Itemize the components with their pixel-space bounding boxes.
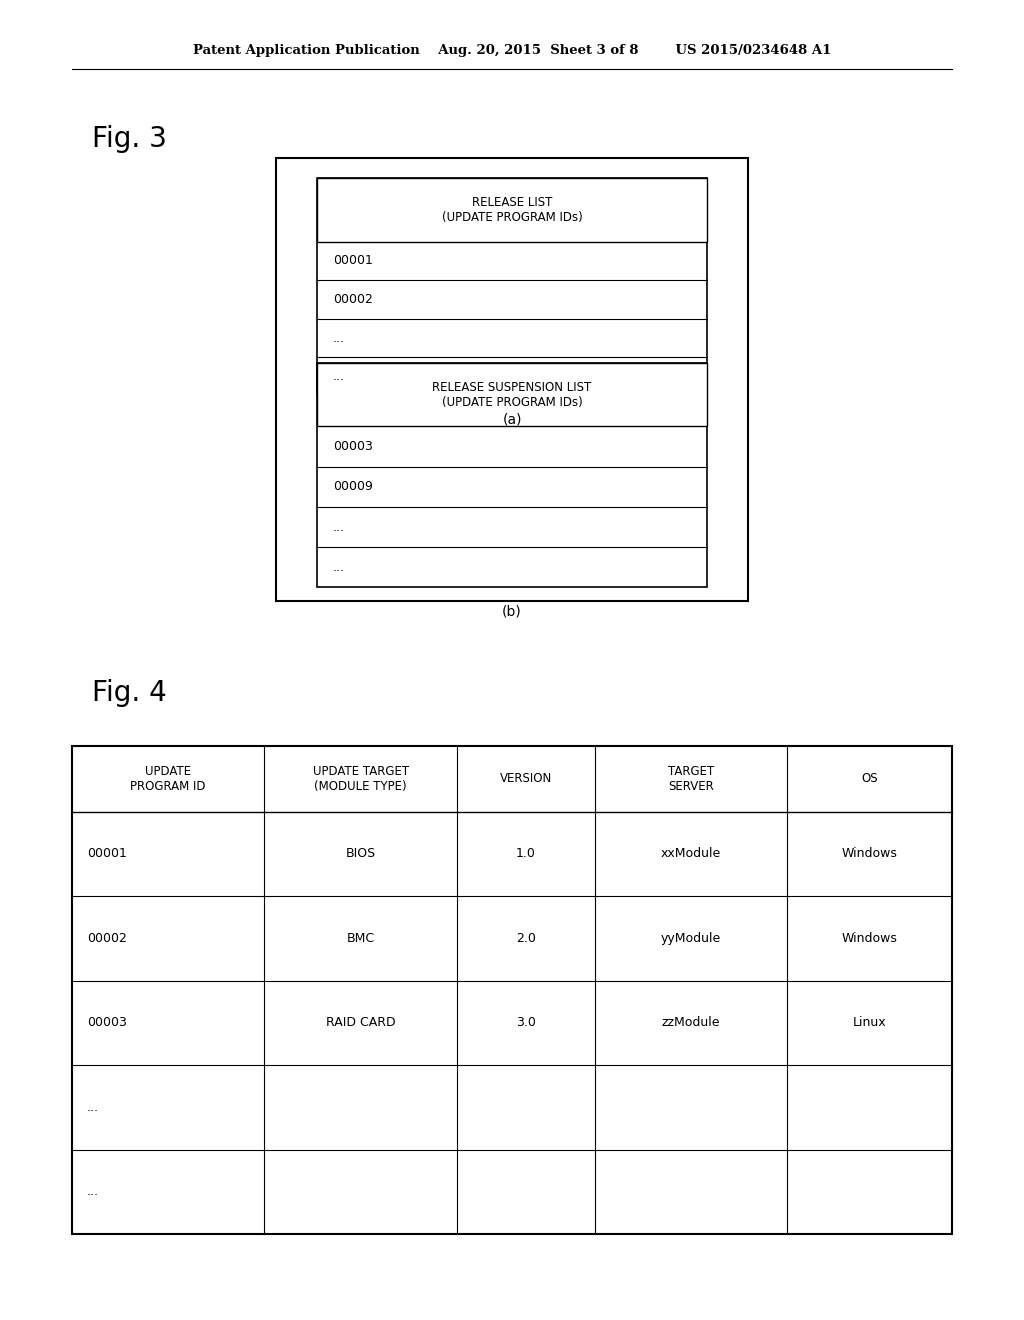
Text: UPDATE TARGET
(MODULE TYPE): UPDATE TARGET (MODULE TYPE) bbox=[312, 764, 409, 793]
Text: (b): (b) bbox=[502, 605, 522, 618]
Text: ...: ... bbox=[87, 1185, 99, 1199]
Text: UPDATE
PROGRAM ID: UPDATE PROGRAM ID bbox=[130, 764, 206, 793]
Text: 3.0: 3.0 bbox=[516, 1016, 536, 1030]
Bar bbox=[317, 363, 707, 426]
Text: 00002: 00002 bbox=[333, 293, 373, 306]
Text: xxModule: xxModule bbox=[660, 847, 721, 861]
Text: Windows: Windows bbox=[842, 932, 898, 945]
Text: RELEASE LIST
(UPDATE PROGRAM IDs): RELEASE LIST (UPDATE PROGRAM IDs) bbox=[441, 195, 583, 224]
Text: ...: ... bbox=[333, 561, 345, 574]
Text: 00003: 00003 bbox=[333, 440, 373, 453]
Text: 00002: 00002 bbox=[87, 932, 127, 945]
Text: BMC: BMC bbox=[346, 932, 375, 945]
Text: TARGET
SERVER: TARGET SERVER bbox=[668, 764, 714, 793]
Text: VERSION: VERSION bbox=[500, 772, 552, 785]
Text: OS: OS bbox=[861, 772, 878, 785]
Text: zzModule: zzModule bbox=[662, 1016, 720, 1030]
Text: Fig. 3: Fig. 3 bbox=[92, 124, 167, 153]
Text: Windows: Windows bbox=[842, 847, 898, 861]
Bar bbox=[317, 363, 707, 587]
Text: 00009: 00009 bbox=[333, 480, 373, 494]
Text: Patent Application Publication    Aug. 20, 2015  Sheet 3 of 8        US 2015/023: Patent Application Publication Aug. 20, … bbox=[193, 44, 831, 57]
Text: 00001: 00001 bbox=[87, 847, 127, 861]
Bar bbox=[72, 746, 952, 1234]
Text: RAID CARD: RAID CARD bbox=[326, 1016, 395, 1030]
Text: Linux: Linux bbox=[853, 1016, 887, 1030]
Text: ...: ... bbox=[87, 1101, 99, 1114]
Bar bbox=[317, 178, 707, 242]
Text: 1.0: 1.0 bbox=[516, 847, 536, 861]
Text: 00001: 00001 bbox=[333, 255, 373, 268]
Text: ...: ... bbox=[333, 520, 345, 533]
Text: yyModule: yyModule bbox=[660, 932, 721, 945]
Text: (a): (a) bbox=[502, 413, 522, 426]
Text: ...: ... bbox=[333, 331, 345, 345]
Bar bbox=[317, 178, 707, 396]
Text: RELEASE SUSPENSION LIST
(UPDATE PROGRAM IDs): RELEASE SUSPENSION LIST (UPDATE PROGRAM … bbox=[432, 380, 592, 409]
Text: 2.0: 2.0 bbox=[516, 932, 536, 945]
Text: BIOS: BIOS bbox=[345, 847, 376, 861]
Text: Fig. 4: Fig. 4 bbox=[92, 678, 167, 708]
Text: ...: ... bbox=[333, 370, 345, 383]
Text: 00003: 00003 bbox=[87, 1016, 127, 1030]
Bar bbox=[276, 158, 748, 601]
